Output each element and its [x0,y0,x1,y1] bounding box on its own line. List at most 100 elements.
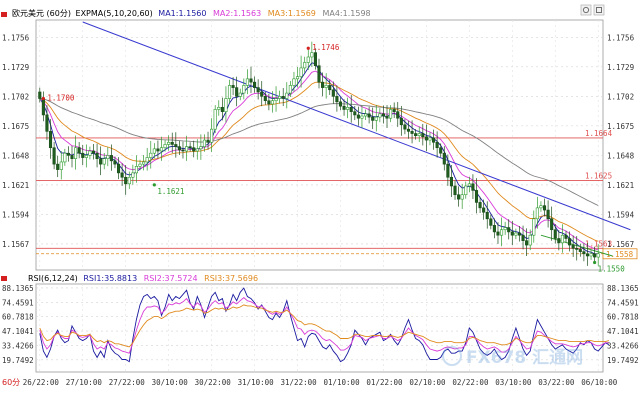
candle-body [410,131,414,134]
candle-body [471,183,475,191]
svg-text:RSI(6,12,24) RSI1:35.881: RSI(6,12,24) RSI1:35.8813 RSI2:37.5724 R… [28,274,258,283]
price-tick-label-right: 1.1756 [607,33,635,42]
rsi-lines [39,287,610,363]
candle-body [63,152,67,163]
time-tick-label: 02/22:00 [452,378,489,387]
candle-body [578,249,582,252]
candle-body [170,141,174,145]
candle-body [528,234,532,246]
candle-body [542,205,547,211]
candle-body [306,56,310,63]
candle-body [417,133,421,137]
annotation-marker [306,46,310,50]
candle-body [185,146,189,152]
rsi-tick-label-right: 19.7492 [607,356,639,365]
candle-body [568,238,572,246]
rsi2-label: RSI2: [144,274,165,283]
time-tick-label: 27/10:00 [66,378,103,387]
candle-body [149,152,153,158]
candle-body [109,155,113,162]
annotation-marker [152,183,156,187]
candle-body [274,98,278,102]
price-tick-label-left: 1.1756 [2,33,30,42]
current-price-tag [602,248,638,260]
price-tick-label-left: 1.1648 [2,151,30,160]
candle-body [381,113,385,117]
time-tick-label: 27/22:00 [109,378,146,387]
rsi-tick-label-left: 88.1365 [2,284,34,293]
time-tick-label: 01/10:00 [323,378,360,387]
candle-body [278,96,282,99]
rsi3-label: RSI3: [204,274,225,283]
candle-body [510,231,514,236]
price-header: 欧元美元 (60分) EXPMA(5,10,20,60) MA1:1.1560 … [1,8,371,18]
candle-body [403,124,407,130]
trendline-downtrend [82,21,631,231]
candle-body [496,231,500,236]
candle-body [525,240,529,246]
candle-body [285,92,289,99]
candle-body [145,157,149,163]
annotation-label: 1.1746 [312,43,340,52]
ma4-value: 1.1598 [343,9,371,18]
axis-labels: 1.1756 1.1756 1.1729 1.1729 1.1702 1.1702 1.16… [2,33,639,387]
candle-body [163,144,167,149]
time-tick-label: 02/10:00 [409,378,446,387]
rsi-marker-icon [1,276,7,281]
candle-body [331,89,335,97]
candle-body [428,137,432,141]
price-tick-label-left: 1.1567 [2,240,29,249]
candle-body [317,65,321,83]
rsi-tick-label-right: 88.1365 [607,284,639,293]
candle-body [360,115,364,119]
candle-body [202,139,207,147]
annotation-label: 1.1550 [598,265,626,274]
candle-body [156,148,160,152]
candle-body [41,98,45,116]
current-price-label: 1.1558 [606,250,634,259]
candle-body [174,144,178,147]
candle-body [489,218,493,226]
candle-body [414,133,418,137]
candle-body [224,98,228,112]
settings-icon[interactable] [580,4,592,16]
candle-body [120,172,124,178]
annotation-marker [593,260,597,265]
candle-body [238,92,242,97]
candle-body [181,149,185,152]
ma1-value: 1.1560 [178,9,206,18]
candle-body [88,150,92,156]
candle-body [521,234,525,241]
candle-body [446,163,450,178]
candle-body [575,248,579,250]
candle-body [74,147,78,159]
symbol-name: 欧元美元 [12,8,44,18]
candle-body [77,147,81,154]
candle-body [263,96,267,102]
candle-body [131,172,135,178]
candle-body [367,113,371,118]
candle-body [159,147,164,152]
candle-body [99,158,103,165]
ma2-value: 1.1563 [233,9,261,18]
rsi-tick-label-left: 60.7818 [2,313,34,322]
maximize-icon[interactable] [593,4,605,16]
candle-body [589,253,593,257]
candle-body [56,163,60,170]
candle-body [48,131,53,149]
candle-body [453,185,457,196]
time-tick-label: 30/10:00 [152,378,189,387]
watermark-text: FX678 汇通网 [466,348,583,368]
candle-body [324,85,328,88]
rsi-tick-label-left: 47.1041 [2,327,34,336]
candle-body [91,150,96,154]
period-label[interactable]: 60分 [2,378,20,387]
candle-body [177,146,181,151]
candle-body [210,128,214,143]
candle-body [406,128,411,132]
time-tick-label: 03/22:00 [538,378,575,387]
candle-body [431,137,436,143]
candle-body [106,155,110,159]
rsi-tick-label-right: 33.4266 [607,341,639,350]
candle-body [346,106,350,110]
